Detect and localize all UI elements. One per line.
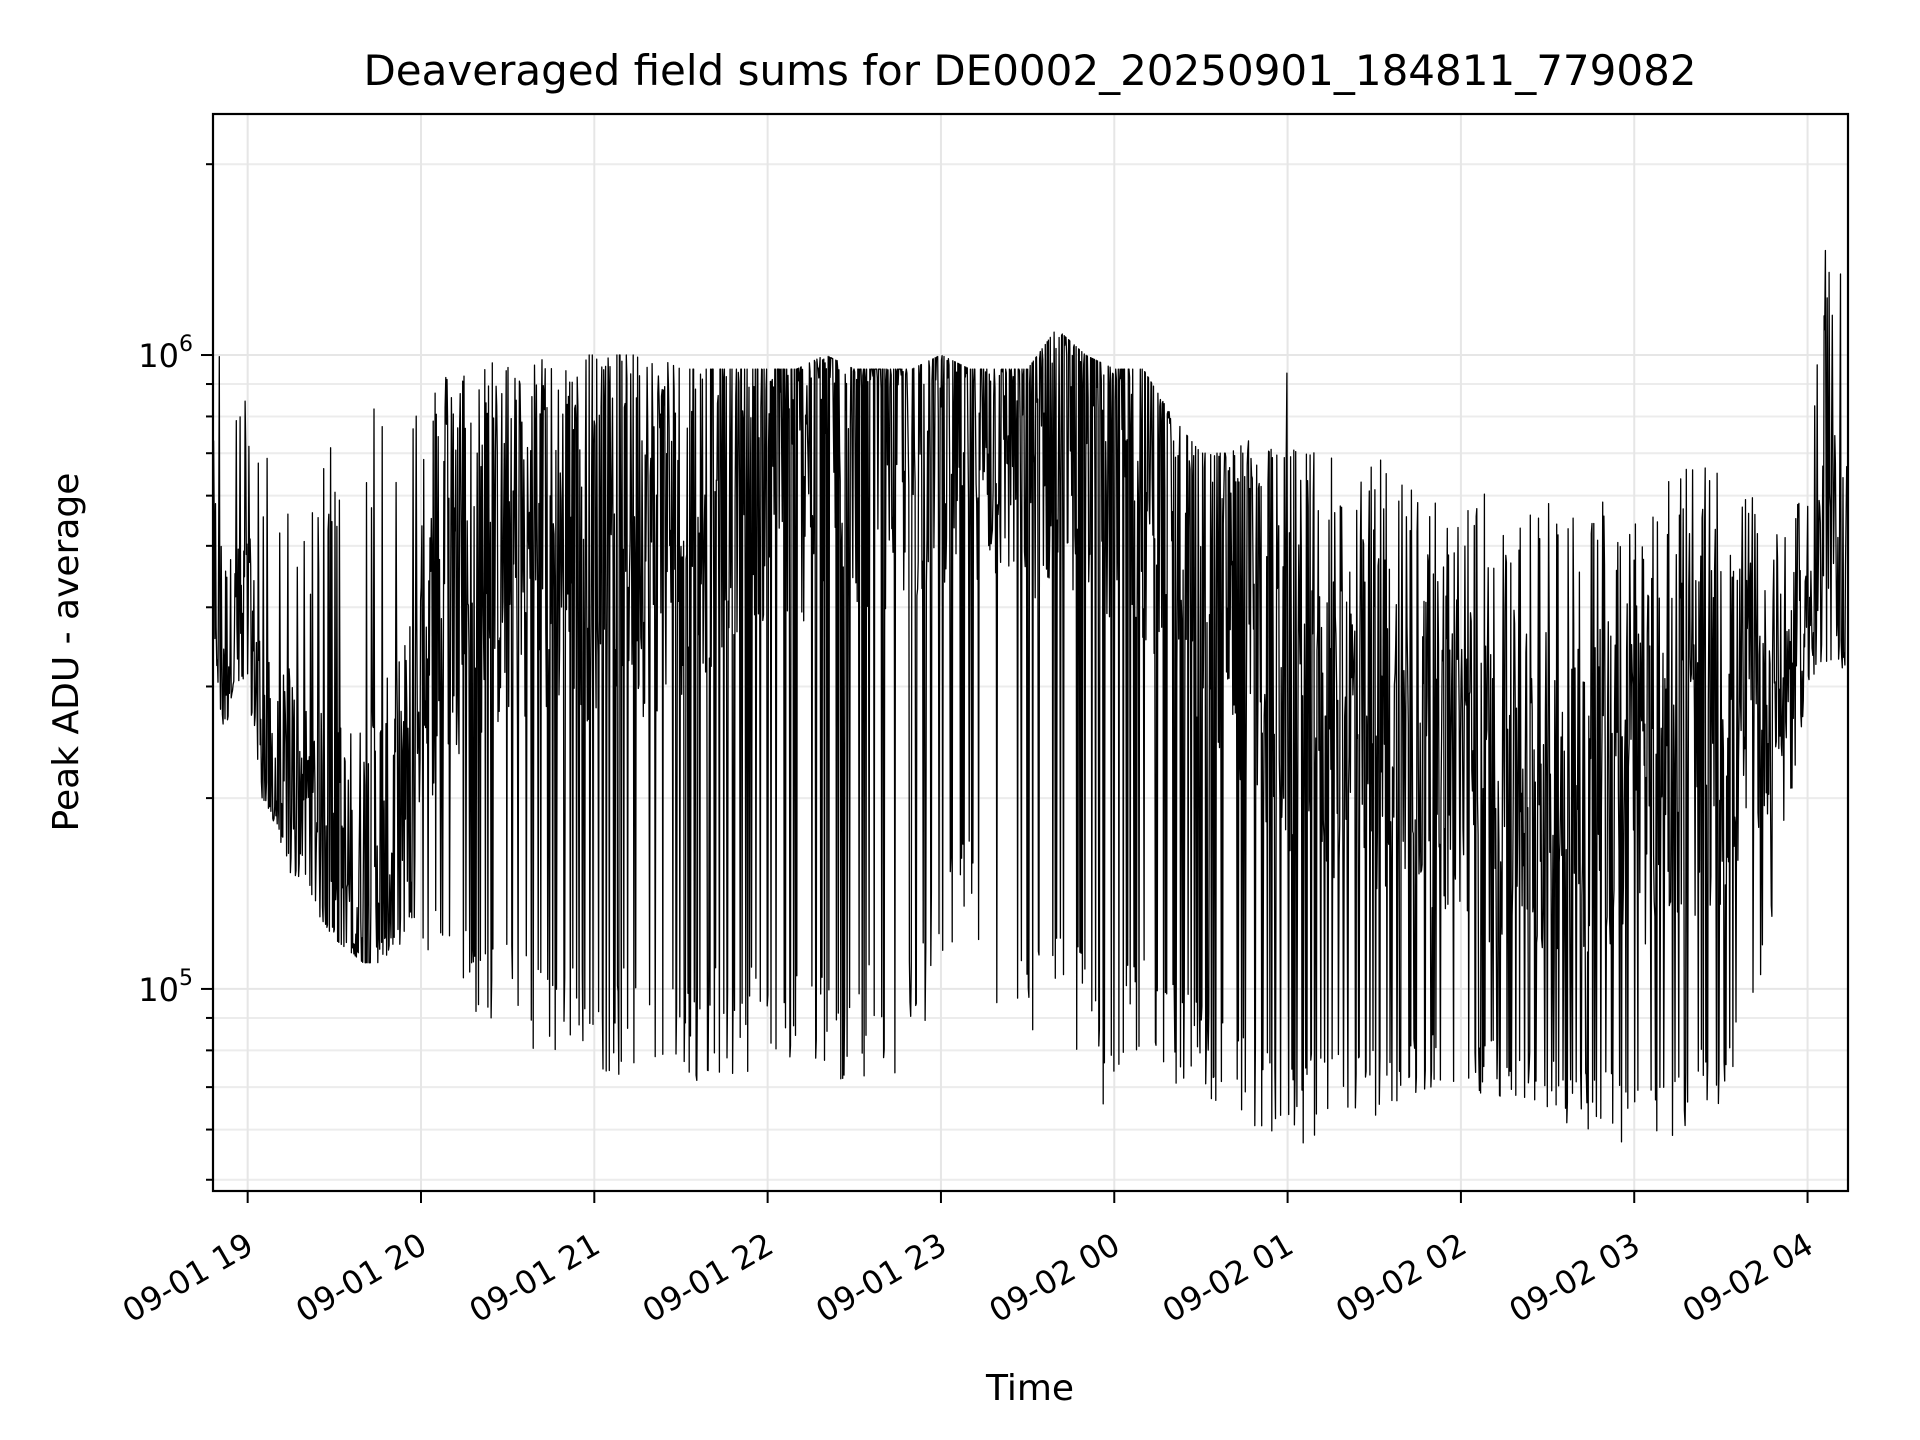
x-axis-label: Time: [985, 1368, 1074, 1409]
x-tick-label: 09-02 03: [1503, 1225, 1647, 1330]
y-axis-label: Peak ADU - average: [46, 473, 87, 832]
x-tick-label: 09-01 23: [809, 1225, 953, 1330]
x-axis: 09-01 19 09-01 20 09-01 21 09-01 22 09-01 23…: [116, 1191, 1820, 1330]
plot-frame: [211, 112, 1850, 1193]
x-tick-label: 09-02 04: [1676, 1225, 1820, 1330]
series-layer: [213, 249, 1848, 1144]
x-tick-label: 09-02 00: [983, 1225, 1127, 1330]
y-axis: 105 106: [138, 163, 213, 1181]
y-tick-label: 106: [138, 332, 193, 375]
series-line: [213, 249, 1848, 1144]
x-tick-label: 09-01 22: [636, 1225, 780, 1330]
x-tick-label: 09-01 20: [289, 1225, 433, 1330]
x-tick-label: 09-01 19: [116, 1225, 260, 1330]
x-tick-label: 09-02 02: [1329, 1225, 1473, 1330]
y-tick-label: 105: [138, 966, 193, 1009]
chart-title: Deaveraged field sums for DE0002_2025090…: [363, 46, 1696, 95]
x-tick-label: 09-01 21: [463, 1225, 607, 1330]
x-tick-label: 09-02 01: [1156, 1225, 1300, 1330]
